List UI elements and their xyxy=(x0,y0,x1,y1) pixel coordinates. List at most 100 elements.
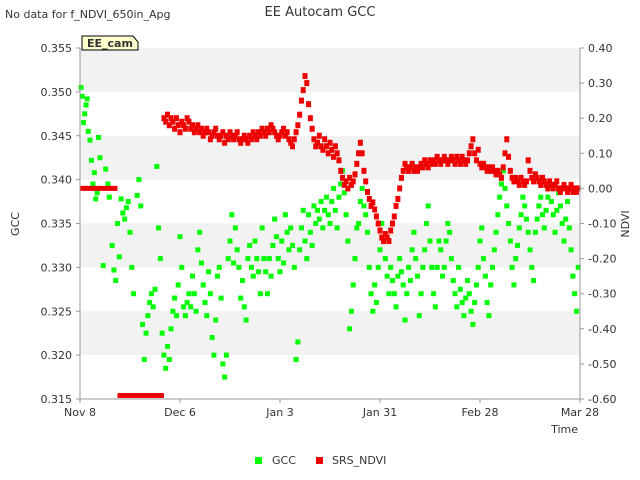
gcc-point xyxy=(418,291,424,297)
ndvi-point xyxy=(347,174,353,181)
gcc-point xyxy=(498,181,504,187)
gcc-point xyxy=(168,326,174,332)
gcc-point xyxy=(497,194,503,200)
gcc-point xyxy=(511,282,517,288)
ndvi-point xyxy=(413,164,419,171)
gcc-point xyxy=(388,264,394,270)
gcc-point xyxy=(131,291,137,297)
gcc-point xyxy=(270,242,276,248)
gcc-point xyxy=(377,247,383,253)
grid-band xyxy=(80,267,580,312)
ndvi-point xyxy=(240,136,245,143)
ndvi-point xyxy=(490,164,495,171)
gcc-point xyxy=(191,291,197,297)
gcc-point xyxy=(516,225,522,231)
gcc-point xyxy=(302,238,308,244)
gcc-point xyxy=(463,295,469,301)
ndvi-point xyxy=(545,185,551,192)
ndvi-point xyxy=(504,136,510,143)
gcc-point xyxy=(279,238,285,244)
ndvi-point xyxy=(275,136,281,143)
ndvi-point xyxy=(177,129,183,136)
ndvi-point xyxy=(231,136,237,143)
ndvi-point xyxy=(191,129,197,136)
ndvi-point xyxy=(266,129,272,136)
ndvi-point xyxy=(263,132,269,139)
gcc-point xyxy=(265,291,270,297)
y-left-tick-label: 0.355 xyxy=(41,42,73,55)
gcc-point xyxy=(325,212,331,218)
ndvi-point xyxy=(395,195,401,202)
gcc-point xyxy=(200,282,206,288)
ndvi-point xyxy=(229,132,235,139)
ndvi-point xyxy=(416,164,422,171)
gcc-point xyxy=(402,317,408,323)
ndvi-point xyxy=(495,167,501,174)
y-right-tick-label: 0.40 xyxy=(588,42,613,55)
ndvi-point xyxy=(161,115,167,122)
gcc-point xyxy=(365,229,370,235)
ndvi-point xyxy=(270,125,276,132)
ndvi-point xyxy=(445,160,451,167)
ndvi-point xyxy=(197,129,203,136)
ndvi-point xyxy=(375,220,381,227)
ndvi-point xyxy=(529,174,535,181)
ndvi-point xyxy=(525,157,531,164)
gcc-point xyxy=(143,330,149,336)
gcc-point xyxy=(248,264,254,270)
ndvi-point xyxy=(248,136,254,143)
ndvi-point xyxy=(556,185,562,192)
gcc-point xyxy=(165,343,170,349)
gcc-point xyxy=(232,225,238,231)
gcc-point xyxy=(263,269,269,275)
ndvi-point xyxy=(573,188,579,195)
gcc-point xyxy=(441,264,447,270)
ndvi-point xyxy=(541,178,547,185)
gcc-point xyxy=(565,199,570,205)
ndvi-point xyxy=(429,160,435,167)
ndvi-point xyxy=(440,157,445,164)
gcc-point xyxy=(250,273,256,279)
ndvi-point xyxy=(372,206,378,213)
gcc-point xyxy=(268,273,274,279)
ndvi-point xyxy=(377,227,383,234)
gcc-point xyxy=(522,203,528,209)
x-tick-label: Jan 3 xyxy=(265,406,293,419)
gcc-point xyxy=(354,225,360,231)
ndvi-point xyxy=(391,213,397,220)
ndvi-point xyxy=(373,213,379,220)
gcc-point xyxy=(206,269,212,275)
ndvi-point xyxy=(507,167,513,174)
y-left-tick-label: 0.330 xyxy=(41,261,73,274)
ndvi-point xyxy=(204,125,210,132)
ndvi-point xyxy=(386,238,392,245)
gcc-point xyxy=(122,216,128,222)
gcc-point xyxy=(527,247,533,253)
gcc-point xyxy=(277,269,283,275)
gcc-point xyxy=(350,282,356,288)
gcc-point xyxy=(207,291,213,297)
gcc-point xyxy=(106,194,112,200)
gcc-point xyxy=(181,304,187,310)
gcc-point xyxy=(147,299,153,305)
ndvi-point xyxy=(552,181,558,188)
ndvi-point xyxy=(477,160,483,167)
ndvi-point xyxy=(302,73,308,80)
ndvi-point xyxy=(227,129,233,136)
gcc-series xyxy=(78,84,581,380)
ndvi-point xyxy=(254,136,260,143)
gcc-point xyxy=(100,263,106,269)
y-axis-left-label: GCC xyxy=(9,212,22,236)
gcc-point xyxy=(96,135,102,141)
ndvi-point xyxy=(500,164,506,171)
y-left-tick-label: 0.335 xyxy=(41,218,73,231)
gcc-point xyxy=(152,286,158,292)
ndvi-point xyxy=(332,143,338,150)
ndvi-point xyxy=(570,188,576,195)
gcc-point xyxy=(465,278,470,284)
grid-band xyxy=(80,48,580,92)
ndvi-point xyxy=(456,157,462,164)
gcc-point xyxy=(554,207,560,213)
ndvi-point xyxy=(520,178,526,185)
ndvi-point xyxy=(245,139,251,146)
